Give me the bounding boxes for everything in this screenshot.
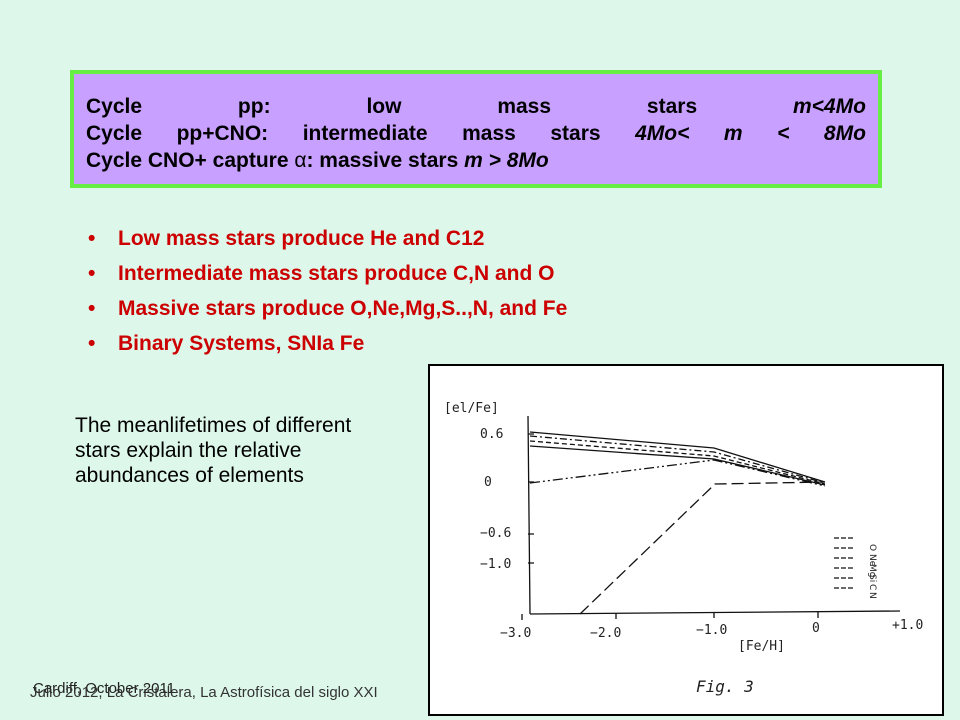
y-tick-label: −1.0 (480, 557, 511, 572)
x-tick-label: −1.0 (696, 623, 727, 638)
cycle-line-pp: Cycle pp: low mass stars m<4Mo (86, 93, 866, 120)
word: Cycle (86, 95, 143, 118)
list-item: Low mass stars produce He and C12 (88, 221, 567, 256)
list-item: Massive stars produce O,Ne,Mg,S..,N, and… (88, 291, 567, 326)
legend-label: Ne (867, 554, 877, 567)
list-item: Binary Systems, SNIa Fe (88, 326, 567, 361)
curve-o (529, 431, 826, 483)
tick-marks (521, 433, 819, 620)
word: mass (497, 95, 552, 118)
word: Cycle (86, 122, 143, 145)
legend-label: O (867, 544, 877, 551)
cycle-line-cno: Cycle CNO+ capture α: massive stars m > … (86, 147, 866, 174)
alpha-symbol: α (294, 149, 307, 172)
word: pp+CNO: (176, 122, 269, 145)
curve-ne (529, 435, 826, 484)
legend-label: N (867, 592, 877, 599)
cycle-box: Cycle pp: low mass stars m<4Mo Cycle pp+… (70, 70, 882, 188)
x-axis (529, 610, 901, 615)
x-axis-label: [Fe/H] (738, 639, 785, 654)
word: pp: (237, 95, 271, 118)
x-tick-label: −2.0 (590, 626, 621, 641)
cycle-cno-text: Cycle CNO+ capture α: massive stars m > … (86, 149, 549, 172)
cycle-line-pp-cno: Cycle pp+CNO: intermediate mass stars 4M… (86, 120, 866, 147)
curve-n (579, 481, 826, 615)
x-tick-label: −3.0 (500, 626, 531, 641)
legend-lines (834, 537, 855, 589)
y-axis (527, 415, 531, 615)
bullet-list: Low mass stars produce He and C12 Interm… (88, 221, 567, 361)
legend-label: Mg (867, 564, 877, 577)
mass-range: 4Mo< (635, 122, 690, 145)
y-tick-label: 0 (484, 475, 492, 490)
figure-caption: Fig. 3 (696, 677, 754, 696)
mass-range: m (723, 122, 743, 145)
y-axis-label: [el/Fe] (444, 401, 499, 416)
mass-range: m<4Mo (793, 95, 866, 118)
abundance-plot: [el/Fe] 0.6 0 −0.6 −1.0 −3.0 −2.0 −1.0 0… (444, 401, 923, 696)
legend-label: Si (867, 574, 877, 582)
curve-si (529, 445, 826, 486)
abundance-figure: [el/Fe] 0.6 0 −0.6 −1.0 −3.0 −2.0 −1.0 0… (428, 364, 944, 716)
mass-range: 8Mo (823, 122, 866, 145)
word: stars (550, 122, 601, 145)
y-tick-label: 0.6 (480, 427, 503, 442)
list-item: Intermediate mass stars produce C,N and … (88, 256, 567, 291)
word: stars (646, 95, 698, 118)
x-tick-label: 0 (812, 621, 820, 636)
mass-range: < (777, 122, 790, 145)
footer-text-cristalera: Julio 2012, La Cristalera, La Astrofísic… (30, 684, 378, 701)
x-tick-label: +1.0 (892, 618, 923, 633)
word: low (366, 95, 402, 118)
curve-mg (529, 440, 826, 485)
y-tick-label: −0.6 (480, 526, 511, 541)
word: mass (462, 122, 516, 145)
word: intermediate (302, 122, 428, 145)
meanlife-text: The meanlifetimes of different stars exp… (75, 414, 352, 487)
curve-c (529, 459, 826, 487)
footer-text-cardiff: Cardiff, October 2011 (33, 680, 176, 697)
legend-label: C (867, 584, 877, 590)
